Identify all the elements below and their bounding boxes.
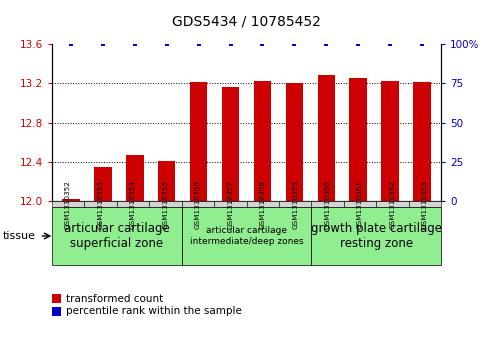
Text: transformed count: transformed count [66, 294, 163, 304]
Point [322, 41, 330, 46]
Text: GSM1310354: GSM1310354 [130, 180, 136, 229]
Bar [190, 82, 208, 201]
Text: GSM1310355: GSM1310355 [162, 180, 169, 229]
Point [163, 41, 171, 46]
Point [99, 41, 107, 46]
Bar [94, 167, 111, 201]
Text: articular cartilage
superficial zone: articular cartilage superficial zone [64, 222, 170, 250]
Point [195, 41, 203, 46]
Text: GSM1310359: GSM1310359 [292, 180, 298, 229]
Point [290, 41, 298, 46]
Text: growth plate cartilage
resting zone: growth plate cartilage resting zone [311, 222, 442, 250]
Bar [285, 83, 303, 201]
Point [386, 41, 394, 46]
Bar [382, 81, 399, 201]
Text: GDS5434 / 10785452: GDS5434 / 10785452 [172, 15, 321, 29]
Text: tissue: tissue [2, 231, 35, 241]
Bar [62, 200, 80, 201]
Point [67, 41, 75, 46]
Text: GSM1310358: GSM1310358 [260, 180, 266, 229]
Text: percentile rank within the sample: percentile rank within the sample [66, 306, 242, 317]
Bar [126, 155, 143, 201]
Point [227, 41, 235, 46]
Text: GSM1310363: GSM1310363 [422, 180, 428, 229]
Text: GSM1310352: GSM1310352 [65, 180, 71, 229]
Text: GSM1310360: GSM1310360 [324, 180, 331, 229]
Bar [413, 82, 431, 201]
Text: articular cartilage
intermediate/deep zones: articular cartilage intermediate/deep zo… [190, 226, 303, 246]
Point [258, 41, 266, 46]
Point [354, 41, 362, 46]
Text: GSM1310362: GSM1310362 [389, 180, 395, 229]
Point [131, 41, 139, 46]
Bar [254, 81, 271, 201]
Text: GSM1310357: GSM1310357 [227, 180, 233, 229]
Text: GSM1310356: GSM1310356 [195, 180, 201, 229]
Bar [158, 161, 176, 201]
Text: GSM1310361: GSM1310361 [357, 180, 363, 229]
Bar [350, 78, 367, 201]
Point [418, 41, 426, 46]
Bar [222, 87, 239, 201]
Bar [317, 75, 335, 201]
Text: GSM1310353: GSM1310353 [98, 180, 104, 229]
